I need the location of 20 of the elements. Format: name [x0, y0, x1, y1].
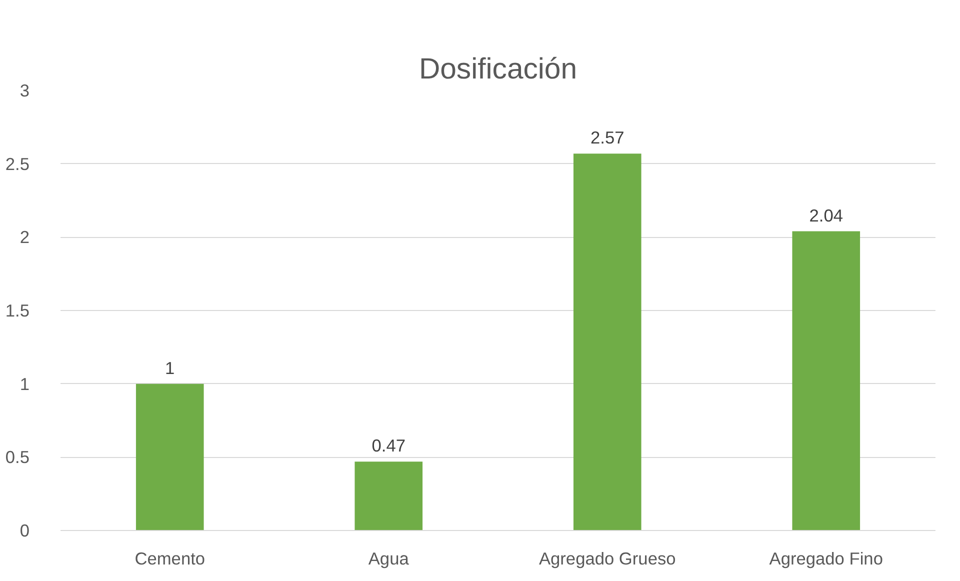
bar [792, 231, 860, 530]
y-tick-label: 1.5 [5, 300, 30, 320]
data-label: 2.57 [590, 128, 624, 148]
y-tick-label: 2.5 [5, 154, 30, 174]
data-label: 2.04 [809, 205, 844, 226]
y-tick-label: 1 [20, 374, 30, 394]
y-tick-label: 3 [20, 80, 30, 100]
x-tick-label: Cemento [134, 548, 206, 568]
bar [136, 384, 204, 530]
bar [573, 154, 642, 530]
x-tick-label: Agua [368, 548, 410, 568]
y-tick-label: 0 [20, 520, 30, 540]
x-tick-label: Agregado Fino [769, 548, 883, 568]
data-label: 0.47 [372, 436, 406, 456]
x-tick-label: Agregado Grueso [538, 548, 676, 568]
y-tick-label: 2 [20, 227, 30, 248]
bar [354, 462, 423, 530]
y-tick-label: 0.5 [5, 447, 30, 468]
data-label: 1 [165, 358, 175, 378]
chart-title: Dosificación [418, 52, 578, 86]
